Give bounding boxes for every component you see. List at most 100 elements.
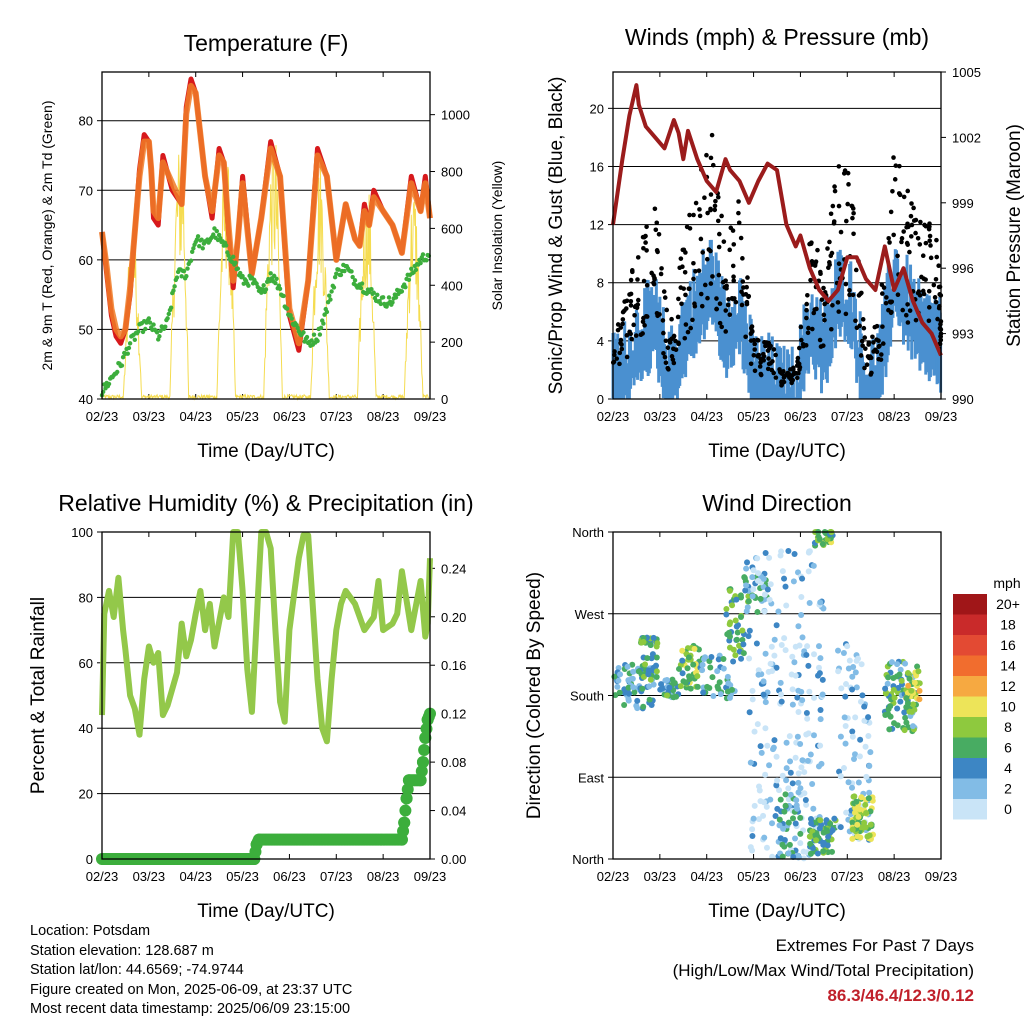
colorbar-swatch [953,635,987,656]
direction-point [792,820,799,827]
direction-point [720,665,727,672]
y-tick-label: 50 [79,322,93,337]
direction-point [750,815,757,822]
location-text: Location: Potsdam [30,923,151,939]
direction-point [783,739,790,746]
direction-point [779,853,786,860]
wind-gust-point [819,297,825,302]
wind-gust-point [664,307,670,313]
y-tick-label: 4 [597,334,604,349]
direction-point [837,733,844,740]
rainfall-point [416,756,429,769]
x-tick-label: 08/23 [878,869,911,884]
direction-point [792,835,799,842]
y-tick-label-right: 0.12 [441,707,466,722]
wind-gust-point [752,347,758,352]
wind-gust-point [896,191,902,196]
direction-point [908,708,915,715]
wind-gust-point [697,213,703,219]
dewpoint-point [409,266,414,271]
direction-point [849,835,856,842]
direction-point [747,759,754,766]
x-tick-label: 08/23 [367,869,400,884]
wind-gust-point [644,224,649,230]
wind-gust-point [661,330,666,336]
direction-point [792,754,799,761]
wind-gust-point [873,347,878,353]
wind-gust-point [847,292,852,298]
direction-point [729,602,736,609]
wind-gust-point [698,291,704,297]
wind-gust-point [905,302,910,307]
direction-point [749,574,756,581]
direction-point [778,698,785,705]
y-tick-label: 8 [597,276,604,291]
direction-point [785,819,792,826]
wind-gust-point [708,281,714,286]
direction-point [817,655,824,662]
y-tick-label: 40 [79,392,93,407]
wind-gust-point [891,155,896,160]
direction-point [755,816,762,823]
y-tick-label-right: 1000 [441,108,470,123]
chart-title: Winds (mph) & Pressure (mb) [625,24,929,50]
wind-gust-point [624,354,630,360]
direction-point [791,550,798,557]
colorbar-swatch [953,737,987,758]
direction-point [754,609,761,616]
direction-point [753,640,760,647]
x-tick-label: 06/23 [784,869,817,884]
wind-gust-point [913,217,919,223]
dewpoint-point [315,338,320,344]
wind-gust-point [845,201,850,207]
wind-gust-point [856,293,862,298]
direction-point [766,554,773,561]
direction-point [684,665,691,672]
wind-gust-point [900,307,906,313]
wind-gust-point [709,132,715,138]
wind-gust-point [669,354,675,359]
direction-point [837,824,844,831]
wind-gust-point [918,219,923,225]
wind-gust-point [827,239,832,245]
dewpoint-point [163,324,168,329]
direction-point [803,651,810,658]
direction-point [804,643,811,650]
wind-gust-point [730,263,736,269]
dewpoint-point [136,329,141,334]
y-tick-label: 0 [86,852,93,867]
wind-gust-point [710,274,715,279]
direction-point [793,802,800,809]
dewpoint-point [120,354,126,360]
direction-point [806,688,813,695]
x-axis-label: Time (Day/UTC) [197,441,335,462]
wind-gust-point [666,367,671,372]
wind-gust-point [818,269,823,275]
wind-gust-point [661,350,666,356]
wind-gust-point [923,223,929,229]
direction-point [835,647,842,654]
wind-gust-point [804,315,809,321]
x-tick-label: 09/23 [925,869,958,884]
wind-gust-point [878,352,884,357]
station-info: Location: Potsdam Station elevation: 128… [30,922,352,1020]
direction-point [842,723,849,730]
wind-gust-point [615,322,621,327]
direction-point [733,623,740,630]
dewpoint-point [195,234,201,239]
wind-gust-point [682,335,688,341]
colorbar-swatch [953,696,987,717]
wind-gust-point [731,242,737,247]
wind-gust-point [908,213,914,219]
direction-point [612,692,619,699]
dewpoint-point [223,243,229,248]
direction-point [896,671,903,678]
pressure-line [611,83,943,357]
direction-point [611,673,618,680]
direction-point [774,805,781,812]
direction-point [729,686,736,693]
direction-point [777,796,784,803]
direction-point [647,641,654,648]
colorbar-label: 12 [1000,678,1016,694]
y-axis-label: Sonic/Prop Wind & Gust (Blue, Black) [546,77,567,395]
